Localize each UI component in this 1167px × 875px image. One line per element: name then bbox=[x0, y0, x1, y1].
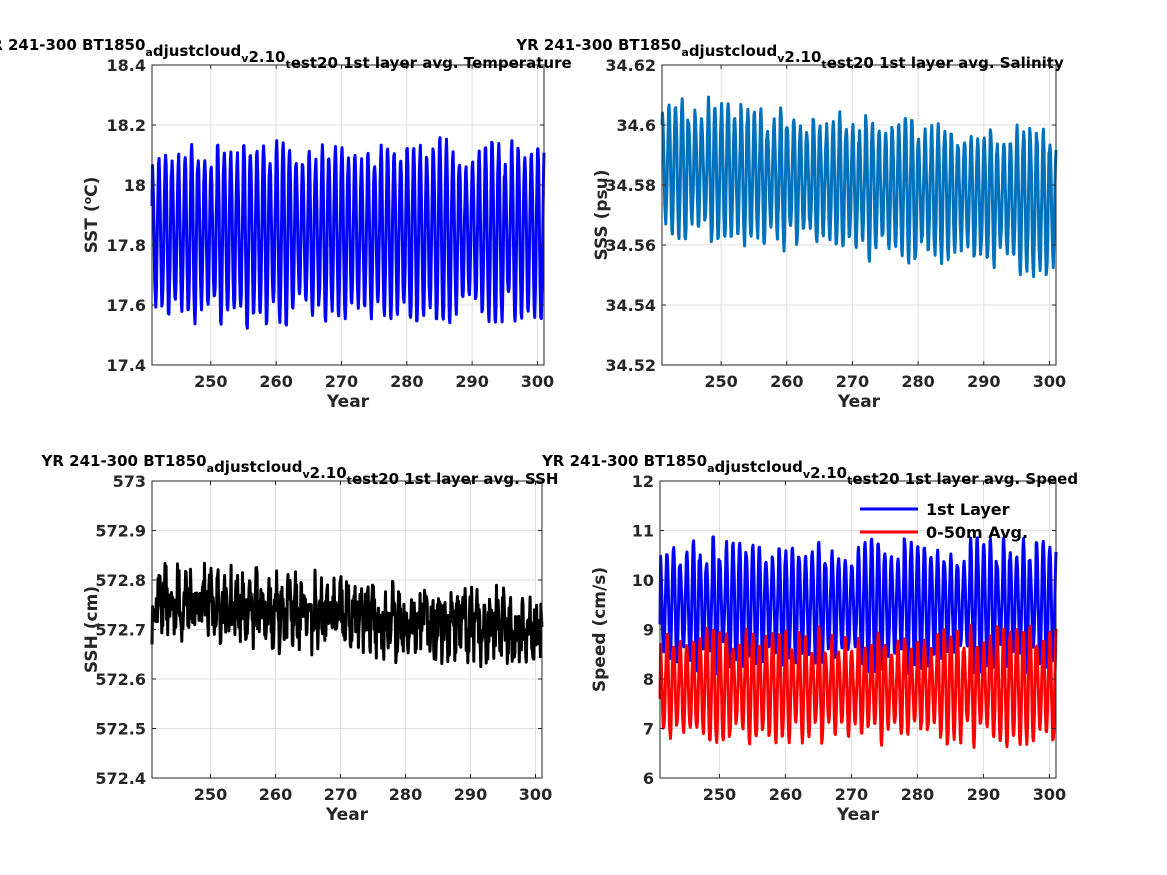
y-tick-label: 8 bbox=[643, 670, 654, 689]
x-tick-label: 280 bbox=[389, 785, 422, 804]
y-tick-label: 17.6 bbox=[107, 296, 146, 315]
y-tick-label: 572.6 bbox=[95, 670, 146, 689]
x-tick-label: 250 bbox=[194, 785, 227, 804]
series-line-2 bbox=[658, 623, 1058, 749]
x-axis-label: Year bbox=[837, 392, 881, 412]
x-tick-label: 300 bbox=[1033, 372, 1066, 391]
y-tick-label: 34.54 bbox=[605, 296, 656, 315]
x-axis-label: Year bbox=[326, 392, 370, 412]
chart-title: YR 241-300 BT1850adjustcloudv2.10test20 … bbox=[515, 36, 1064, 72]
y-tick-label: 17.8 bbox=[107, 236, 146, 255]
y-tick-label: 12 bbox=[632, 472, 654, 491]
series-line-1 bbox=[150, 561, 544, 669]
x-tick-label: 260 bbox=[769, 785, 802, 804]
legend-label: 1st Layer bbox=[926, 500, 1010, 519]
y-tick-label: 572.7 bbox=[95, 621, 146, 640]
x-tick-label: 290 bbox=[454, 785, 487, 804]
y-tick-label: 18 bbox=[124, 176, 146, 195]
y-tick-label: 34.62 bbox=[605, 56, 656, 75]
x-tick-label: 270 bbox=[836, 372, 869, 391]
x-tick-label: 300 bbox=[519, 785, 552, 804]
y-tick-label: 573 bbox=[113, 472, 146, 491]
y-tick-label: 34.58 bbox=[605, 176, 656, 195]
y-tick-label: 572.8 bbox=[95, 571, 146, 590]
chart-title: YR 241-300 BT1850adjustcloudv2.10test20 … bbox=[541, 452, 1078, 488]
axes-frame bbox=[661, 64, 1057, 366]
y-axis-label: SST (oC) bbox=[81, 177, 103, 254]
chart-title: YR 241-300 BT1850adjustcloudv2.10test20 … bbox=[0, 36, 572, 72]
y-tick-label: 572.4 bbox=[95, 769, 146, 788]
x-tick-label: 250 bbox=[194, 372, 227, 391]
series-line-1 bbox=[150, 136, 546, 330]
y-tick-label: 572.9 bbox=[95, 522, 146, 541]
chart-title: YR 241-300 BT1850adjustcloudv2.10test20 … bbox=[41, 452, 559, 488]
y-tick-label: 6 bbox=[643, 769, 654, 788]
x-tick-label: 280 bbox=[901, 372, 934, 391]
x-tick-label: 300 bbox=[521, 372, 554, 391]
y-tick-label: 11 bbox=[632, 522, 654, 541]
y-tick-label: 17.4 bbox=[107, 356, 146, 375]
x-tick-label: 270 bbox=[835, 785, 868, 804]
x-tick-label: 290 bbox=[455, 372, 488, 391]
chart-panel-3: 250 260 270 280 290 300 572.4 572.5 572.6 572.7 57… bbox=[41, 452, 559, 825]
x-tick-label: 290 bbox=[967, 785, 1000, 804]
x-tick-label: 290 bbox=[967, 372, 1000, 391]
x-tick-label: 260 bbox=[259, 372, 292, 391]
y-tick-label: 18.2 bbox=[107, 116, 146, 135]
y-tick-label: 34.52 bbox=[605, 356, 656, 375]
x-tick-label: 250 bbox=[703, 785, 736, 804]
x-axis-label: Year bbox=[836, 805, 880, 825]
x-axis-label: Year bbox=[325, 805, 369, 825]
y-tick-label: 572.5 bbox=[95, 720, 146, 739]
y-tick-label: 34.6 bbox=[617, 116, 656, 135]
y-tick-label: 18.4 bbox=[107, 56, 146, 75]
chart-panel-2: 250 260 270 280 290 300 34.52 34.54 34.56 34.58 34… bbox=[515, 36, 1066, 412]
series-line-1 bbox=[658, 535, 1058, 676]
x-tick-label: 270 bbox=[325, 372, 358, 391]
x-tick-label: 250 bbox=[704, 372, 737, 391]
y-axis-label: SSH (cm) bbox=[82, 586, 102, 673]
series-line-1 bbox=[660, 95, 1058, 279]
y-tick-label: 10 bbox=[632, 571, 654, 590]
x-tick-label: 280 bbox=[390, 372, 423, 391]
y-axis-label: SSS (psu) bbox=[592, 169, 612, 260]
x-tick-label: 260 bbox=[259, 785, 292, 804]
axes-frame bbox=[151, 64, 545, 366]
x-tick-label: 270 bbox=[324, 785, 357, 804]
legend: 1st Layer 0-50m Avg. bbox=[860, 500, 1028, 542]
x-tick-label: 260 bbox=[770, 372, 803, 391]
y-tick-label: 7 bbox=[643, 720, 654, 739]
y-tick-label: 34.56 bbox=[605, 236, 656, 255]
chart-panel-1: 250 260 270 280 290 300 17.4 17.6 17.8 18 18.2 18.4… bbox=[0, 36, 572, 412]
y-axis-label: Speed (cm/s) bbox=[590, 567, 610, 692]
x-tick-label: 300 bbox=[1033, 785, 1066, 804]
x-tick-label: 280 bbox=[901, 785, 934, 804]
chart-panel-4: 250 260 270 280 290 300 6 7 8 9 10 11 12 Year Speed (c… bbox=[541, 452, 1078, 825]
legend-label: 0-50m Avg. bbox=[926, 523, 1028, 542]
y-tick-label: 9 bbox=[643, 621, 654, 640]
